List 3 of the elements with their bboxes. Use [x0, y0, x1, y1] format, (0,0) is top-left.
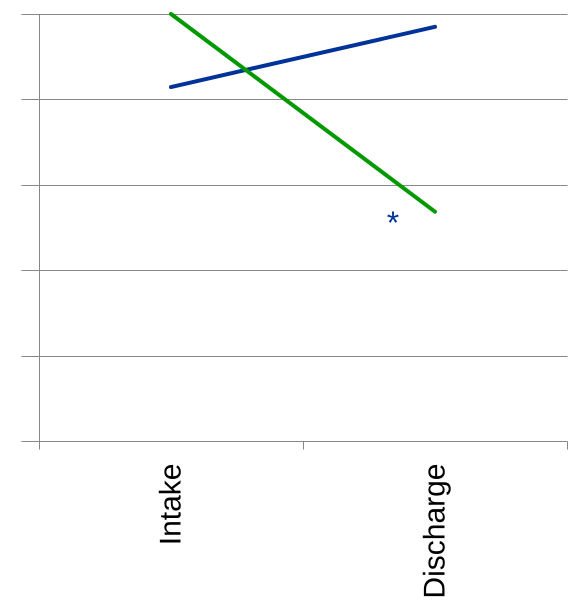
- x-tick-label: Intake: [154, 464, 188, 546]
- x-tick-label: Discharge: [418, 464, 452, 599]
- annotation: *: [386, 204, 400, 241]
